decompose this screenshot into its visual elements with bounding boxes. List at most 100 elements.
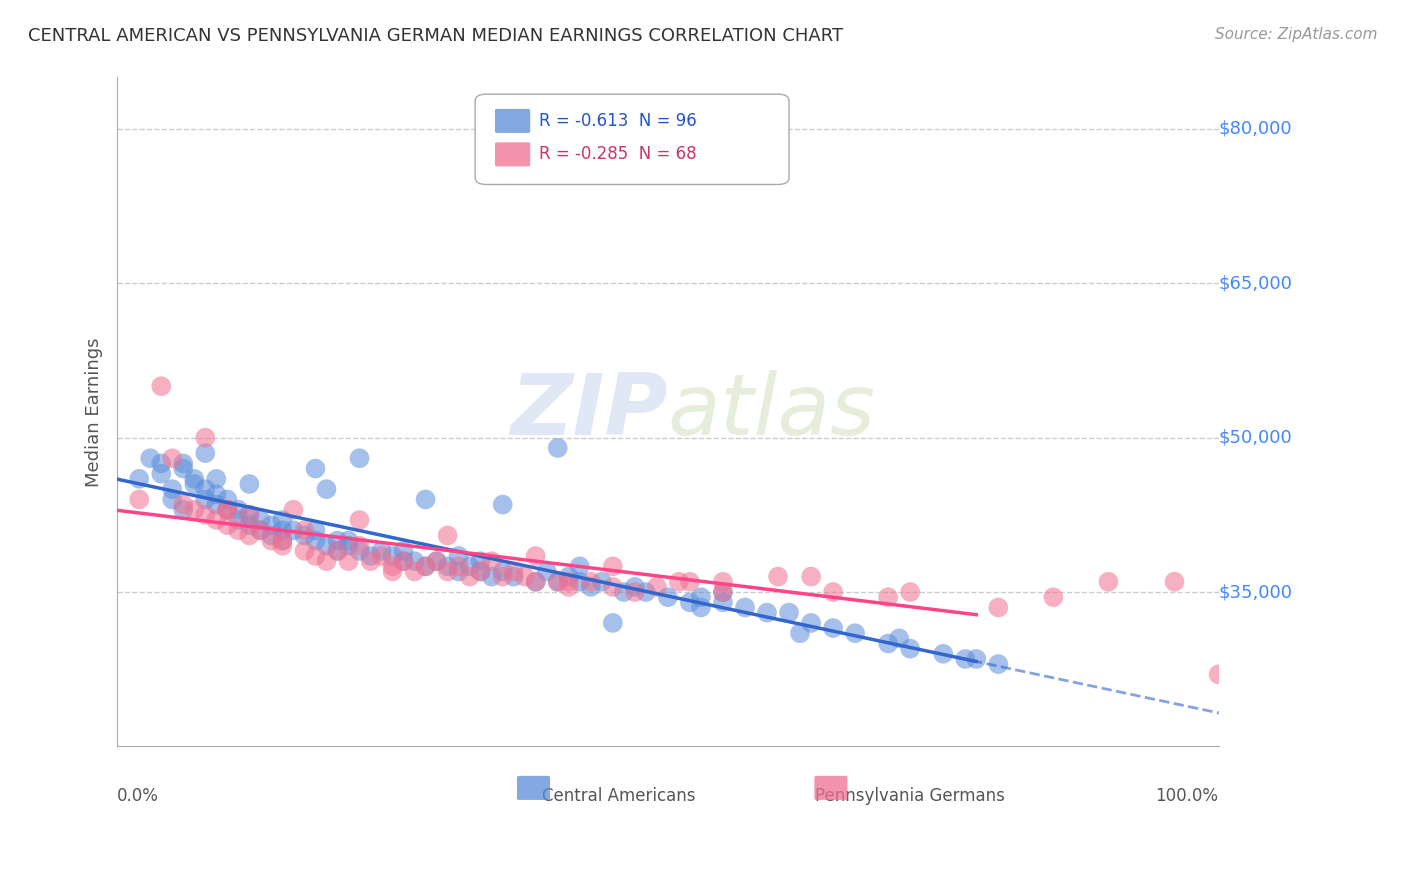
Central Americans [337, 539, 360, 553]
Pennsylvania Germans [426, 554, 449, 568]
Central Americans [778, 606, 800, 620]
Central Americans [304, 524, 326, 538]
Central Americans [326, 533, 349, 548]
Central Americans [205, 498, 228, 512]
Central Americans [734, 600, 756, 615]
Central Americans [183, 477, 205, 491]
Pennsylvania Germans [1163, 574, 1185, 589]
Pennsylvania Germans [602, 580, 624, 594]
Pennsylvania Germans [547, 574, 569, 589]
Pennsylvania Germans [349, 513, 371, 527]
Pennsylvania Germans [1208, 667, 1230, 681]
Central Americans [591, 574, 613, 589]
Pennsylvania Germans [315, 554, 337, 568]
Pennsylvania Germans [470, 565, 492, 579]
Pennsylvania Germans [172, 498, 194, 512]
FancyBboxPatch shape [814, 776, 848, 800]
Pennsylvania Germans [294, 524, 316, 538]
Pennsylvania Germans [481, 554, 503, 568]
Central Americans [162, 482, 184, 496]
Central Americans [789, 626, 811, 640]
Central Americans [304, 533, 326, 548]
Central Americans [315, 482, 337, 496]
Central Americans [932, 647, 955, 661]
Central Americans [426, 554, 449, 568]
Central Americans [271, 524, 294, 538]
Pennsylvania Germans [326, 544, 349, 558]
Pennsylvania Germans [800, 569, 823, 583]
Pennsylvania Germans [436, 565, 458, 579]
Central Americans [271, 513, 294, 527]
Central Americans [524, 574, 547, 589]
Pennsylvania Germans [766, 569, 789, 583]
Pennsylvania Germans [217, 518, 239, 533]
Central Americans [238, 518, 260, 533]
Central Americans [447, 565, 470, 579]
Central Americans [370, 544, 392, 558]
Pennsylvania Germans [645, 580, 668, 594]
Pennsylvania Germans [381, 565, 404, 579]
Central Americans [392, 544, 415, 558]
Text: $80,000: $80,000 [1219, 120, 1292, 138]
Pennsylvania Germans [513, 569, 536, 583]
Central Americans [898, 641, 921, 656]
Central Americans [172, 461, 194, 475]
Pennsylvania Germans [283, 502, 305, 516]
Pennsylvania Germans [360, 554, 382, 568]
Pennsylvania Germans [260, 533, 283, 548]
Pennsylvania Germans [392, 554, 415, 568]
Pennsylvania Germans [128, 492, 150, 507]
Central Americans [349, 544, 371, 558]
Central Americans [128, 472, 150, 486]
Pennsylvania Germans [370, 549, 392, 563]
Central Americans [987, 657, 1010, 671]
Pennsylvania Germans [711, 574, 734, 589]
Text: R = -0.613  N = 96: R = -0.613 N = 96 [538, 112, 697, 130]
Central Americans [271, 533, 294, 548]
Central Americans [304, 461, 326, 475]
FancyBboxPatch shape [495, 109, 530, 133]
Central Americans [690, 590, 713, 604]
Pennsylvania Germans [294, 544, 316, 558]
Central Americans [194, 482, 217, 496]
Pennsylvania Germans [162, 451, 184, 466]
Central Americans [657, 590, 679, 604]
Y-axis label: Median Earnings: Median Earnings [86, 337, 103, 487]
Pennsylvania Germans [558, 580, 581, 594]
Central Americans [415, 559, 437, 574]
Pennsylvania Germans [1042, 590, 1064, 604]
Central Americans [238, 477, 260, 491]
Pennsylvania Germans [447, 559, 470, 574]
Pennsylvania Germans [228, 524, 250, 538]
Central Americans [315, 539, 337, 553]
Central Americans [294, 528, 316, 542]
Central Americans [955, 652, 977, 666]
Pennsylvania Germans [249, 524, 271, 538]
Pennsylvania Germans [898, 585, 921, 599]
Central Americans [183, 472, 205, 486]
Pennsylvania Germans [271, 533, 294, 548]
Pennsylvania Germans [668, 574, 690, 589]
Text: R = -0.285  N = 68: R = -0.285 N = 68 [538, 145, 696, 163]
Central Americans [536, 565, 558, 579]
Pennsylvania Germans [194, 431, 217, 445]
Text: Central Americans: Central Americans [541, 787, 695, 805]
Central Americans [547, 574, 569, 589]
Pennsylvania Germans [217, 502, 239, 516]
Central Americans [690, 600, 713, 615]
Central Americans [194, 492, 217, 507]
Pennsylvania Germans [711, 585, 734, 599]
Central Americans [823, 621, 845, 635]
Pennsylvania Germans [679, 574, 702, 589]
Text: Pennsylvania Germans: Pennsylvania Germans [815, 787, 1005, 805]
Pennsylvania Germans [404, 565, 426, 579]
Pennsylvania Germans [381, 559, 404, 574]
FancyBboxPatch shape [495, 143, 530, 167]
Central Americans [579, 580, 602, 594]
Central Americans [613, 585, 636, 599]
Central Americans [492, 498, 515, 512]
Pennsylvania Germans [1097, 574, 1119, 589]
Central Americans [260, 528, 283, 542]
Central Americans [889, 632, 911, 646]
Central Americans [800, 615, 823, 630]
